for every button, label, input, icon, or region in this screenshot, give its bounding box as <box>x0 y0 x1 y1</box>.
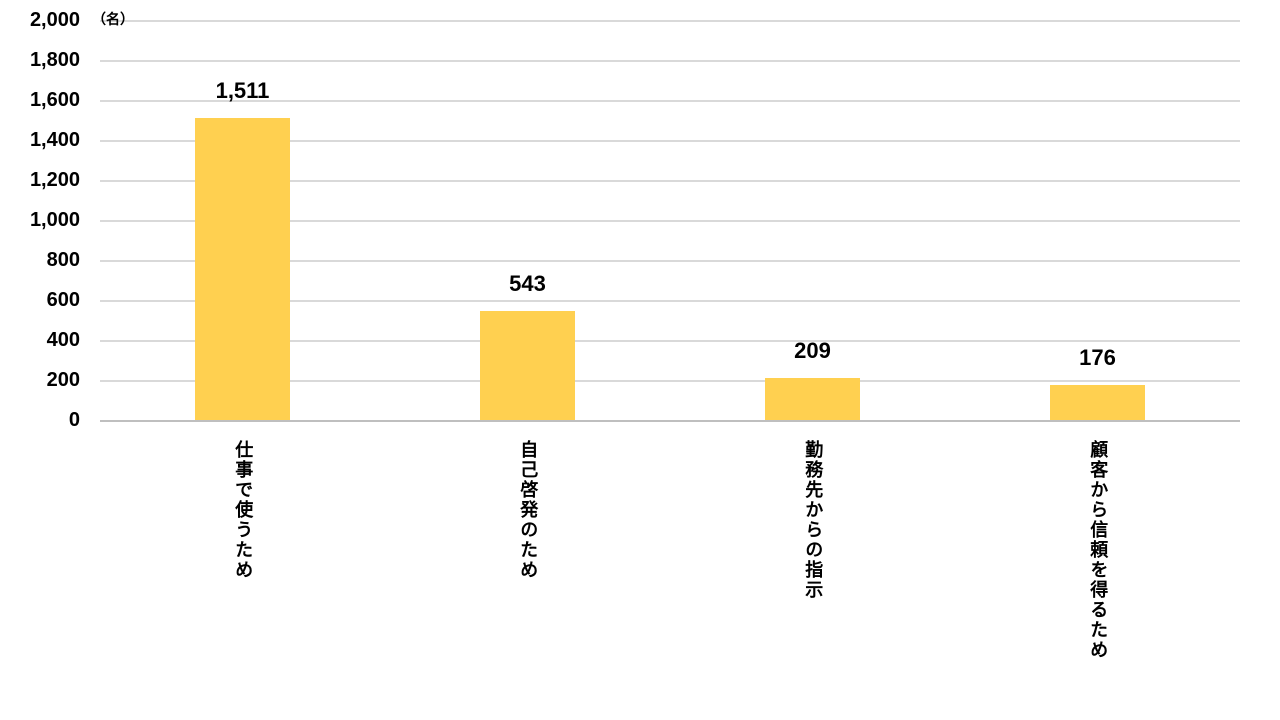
y-tick-label: 400 <box>0 330 80 350</box>
y-tick-label: 1,000 <box>0 210 80 230</box>
y-tick-label: 2,000 <box>0 10 80 30</box>
y-tick-label: 1,800 <box>0 50 80 70</box>
bar <box>195 118 289 420</box>
bar-value-label: 1,511 <box>143 80 343 102</box>
y-tick-label: 1,400 <box>0 130 80 150</box>
bar-chart: （名） 0 200 400 600 800 1,000 1,200 1,400 1,600 1,8… <box>0 0 1280 720</box>
x-axis-baseline <box>100 420 1240 422</box>
y-tick-label: 1,600 <box>0 90 80 110</box>
bar-value-label: 176 <box>998 347 1198 369</box>
y-tick-label: 0 <box>0 410 80 430</box>
y-tick-label: 200 <box>0 370 80 390</box>
bar <box>1050 385 1144 420</box>
y-axis-unit: （名） <box>92 12 134 27</box>
bar-value-label: 543 <box>428 273 628 295</box>
bar <box>765 378 859 420</box>
y-tick-label: 800 <box>0 250 80 270</box>
bar <box>480 311 574 420</box>
y-tick-label: 1,200 <box>0 170 80 190</box>
gridline <box>100 60 1240 62</box>
category-label: 顧客から信頼を得るため <box>1088 440 1109 660</box>
category-label: 仕事で使うため <box>233 440 254 580</box>
bar-value-label: 209 <box>713 340 913 362</box>
gridline <box>100 20 1240 22</box>
category-label: 勤務先からの指示 <box>803 440 824 600</box>
category-label: 自己啓発のため <box>518 440 539 580</box>
y-tick-label: 600 <box>0 290 80 310</box>
